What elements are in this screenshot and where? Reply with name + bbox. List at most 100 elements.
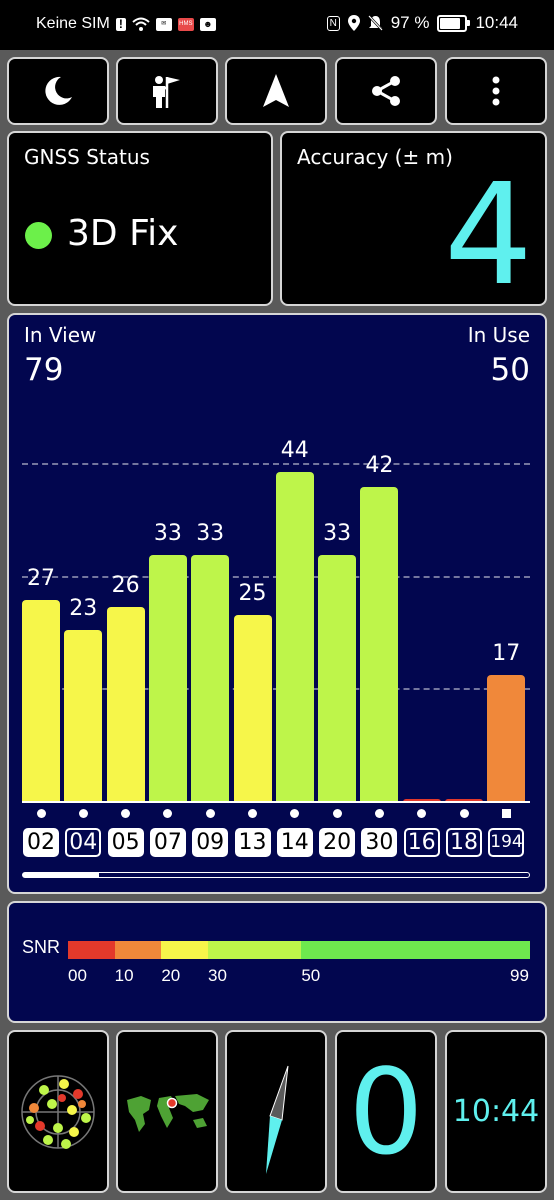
- huawei-app-icon: ✉: [155, 17, 172, 31]
- compass-button[interactable]: [225, 1030, 327, 1193]
- sim-alert-icon: !: [115, 17, 126, 31]
- carrier-text: Keine SIM: [36, 15, 110, 32]
- snr-value-label: 27: [27, 565, 55, 591]
- constellation-marker-icon: [332, 809, 342, 818]
- accuracy-value: 4: [443, 154, 533, 317]
- nfc-icon: N: [326, 15, 340, 31]
- explorer-button[interactable]: [116, 57, 218, 125]
- sky-radar-icon: [21, 1075, 95, 1149]
- hms-icon: HMS: [177, 17, 194, 31]
- constellation-marker-icon: [205, 809, 215, 818]
- satellite-prn-label[interactable]: 30: [361, 828, 398, 857]
- gnss-status-card[interactable]: GNSS Status 3D Fix: [7, 131, 273, 306]
- accuracy-title: Accuracy (± m): [297, 145, 453, 169]
- in-view-label: In View: [24, 323, 97, 347]
- navigation-arrow-icon: [263, 74, 289, 107]
- snr-value-label: 42: [365, 453, 394, 478]
- snr-value-label: 17: [492, 640, 521, 666]
- more-options-icon: [492, 76, 500, 106]
- snr-label: SNR: [22, 937, 61, 957]
- satellite-prn-label[interactable]: 04: [65, 828, 102, 857]
- location-icon: [347, 15, 360, 31]
- status-bar: Keine SIM ! ✉ HMS ☻ N 97 % 10:44: [0, 0, 554, 50]
- satellite-prn-label[interactable]: 18: [446, 828, 482, 857]
- chart-scrollbar-thumb[interactable]: [23, 873, 99, 877]
- snr-bar: [402, 799, 441, 802]
- snr-value-label: 33: [323, 520, 352, 546]
- snr-bar: [106, 607, 145, 802]
- snr-scale-segment: [68, 941, 115, 959]
- constellation-marker-icon: [78, 809, 88, 818]
- chart-scrollbar[interactable]: [22, 872, 530, 878]
- snr-value-label: 33: [153, 520, 182, 546]
- snr-tick-label: 20: [161, 966, 181, 985]
- satellite-prn-label[interactable]: 05: [107, 828, 144, 857]
- constellation-marker-icon: [248, 809, 257, 818]
- snr-tick-label: 00: [68, 966, 87, 985]
- share-button[interactable]: [335, 57, 437, 125]
- world-map-icon: [127, 1094, 209, 1132]
- sky-radar-button[interactable]: [7, 1030, 109, 1193]
- more-options-button[interactable]: [445, 57, 547, 125]
- status-time: 10:44: [475, 13, 518, 32]
- grid-line: [22, 463, 530, 465]
- snr-tick-label: 99: [510, 966, 529, 985]
- constellation-marker-icon: [163, 809, 173, 818]
- snr-value-label: 33: [196, 520, 225, 546]
- satellite-prn-label[interactable]: 194: [488, 828, 525, 857]
- constellation-marker-icon: [459, 809, 469, 818]
- gnss-status-title: GNSS Status: [24, 145, 150, 169]
- navigation-button[interactable]: [225, 57, 327, 125]
- app-notification-icon: ☻: [199, 17, 216, 31]
- accuracy-card[interactable]: Accuracy (± m) 4: [280, 131, 547, 311]
- battery-icon: [437, 14, 471, 32]
- constellation-marker-icon: [121, 809, 131, 818]
- fix-indicator-dot: [25, 222, 52, 249]
- snr-scale-segment: [161, 941, 208, 959]
- speed-value: 0: [348, 1043, 424, 1181]
- satellite-prn-label[interactable]: 16: [403, 828, 440, 857]
- clock-widget[interactable]: 10:44: [445, 1030, 547, 1193]
- snr-value-label: 23: [69, 595, 98, 621]
- compass-needle-icon: [266, 1065, 289, 1174]
- snr-scale-segment: [208, 941, 302, 959]
- share-icon: [372, 76, 400, 106]
- bell-muted-icon: [367, 15, 383, 31]
- constellation-marker-icon: [374, 809, 384, 818]
- satellite-prn-label[interactable]: 09: [192, 828, 229, 857]
- constellation-marker-icon: [36, 809, 46, 818]
- snr-bar: [64, 629, 103, 802]
- snr-tick-label: 30: [208, 966, 227, 985]
- sbas-marker-icon: [501, 809, 511, 818]
- satellite-prn-label[interactable]: 02: [23, 828, 59, 857]
- snr-bar: [22, 599, 60, 802]
- snr-bar: [445, 799, 483, 802]
- status-left: Keine SIM ! ✉ HMS ☻: [36, 15, 216, 33]
- status-right: N 97 % 10:44: [326, 13, 518, 33]
- wifi-icon: [132, 17, 150, 31]
- world-map-button[interactable]: [116, 1030, 218, 1193]
- snr-legend-card: [7, 901, 547, 1023]
- chart-baseline: [22, 801, 530, 803]
- satellite-prn-label[interactable]: 14: [276, 828, 313, 857]
- night-mode-button[interactable]: [7, 57, 109, 125]
- snr-value-label: 44: [280, 438, 309, 463]
- battery-percent: 97 %: [390, 13, 430, 32]
- snr-value-label: 26: [111, 573, 140, 598]
- fix-status-value: 3D Fix: [67, 213, 179, 254]
- snr-value-label: 25: [238, 580, 267, 606]
- satellite-prn-label[interactable]: 13: [234, 828, 271, 857]
- snr-scale-segment: [114, 941, 162, 959]
- speed-widget[interactable]: 0: [335, 1030, 437, 1193]
- snr-tick-label: 50: [301, 966, 321, 985]
- snr-bar: [360, 487, 399, 802]
- constellation-marker-icon: [290, 809, 300, 818]
- constellation-marker-icon: [417, 809, 427, 818]
- satellite-prn-label[interactable]: 07: [149, 828, 186, 857]
- snr-scale-segment: [301, 941, 530, 959]
- snr-bar: [148, 554, 187, 802]
- battery-level-fill: [440, 17, 460, 29]
- snr-bar: [487, 674, 526, 802]
- in-use-count: 50: [490, 352, 530, 388]
- satellite-prn-label[interactable]: 20: [319, 828, 356, 857]
